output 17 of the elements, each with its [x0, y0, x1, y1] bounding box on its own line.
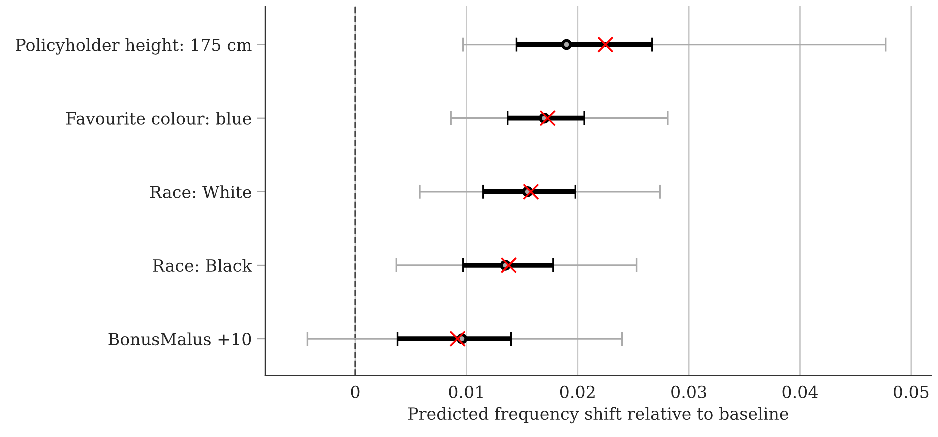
- point: [500, 257, 518, 274]
- x-tick-label: 0.03: [672, 386, 706, 398]
- x-tick-label: 0.04: [782, 386, 818, 398]
- y-tick-label: Favourite colour: blue: [66, 112, 252, 125]
- x-tick-label: 0: [351, 386, 360, 398]
- y-tick-label: Race: Black: [153, 259, 252, 272]
- y-tick-label: BonusMalus +10: [108, 332, 252, 346]
- point: [450, 330, 466, 348]
- point: [522, 184, 540, 200]
- y-tick-label: Policyholder height: 175 cm: [16, 38, 252, 55]
- y-tick-label: Race: White: [150, 186, 252, 198]
- x-tick-label: 0.02: [560, 386, 595, 398]
- x-axis-title: Predicted frequency shift relative to baseline: [408, 407, 788, 424]
- point: [540, 110, 556, 127]
- x-tick-label: 0.05: [894, 386, 929, 398]
- point: [597, 36, 614, 53]
- x-tick-label: 0.01: [449, 386, 483, 398]
